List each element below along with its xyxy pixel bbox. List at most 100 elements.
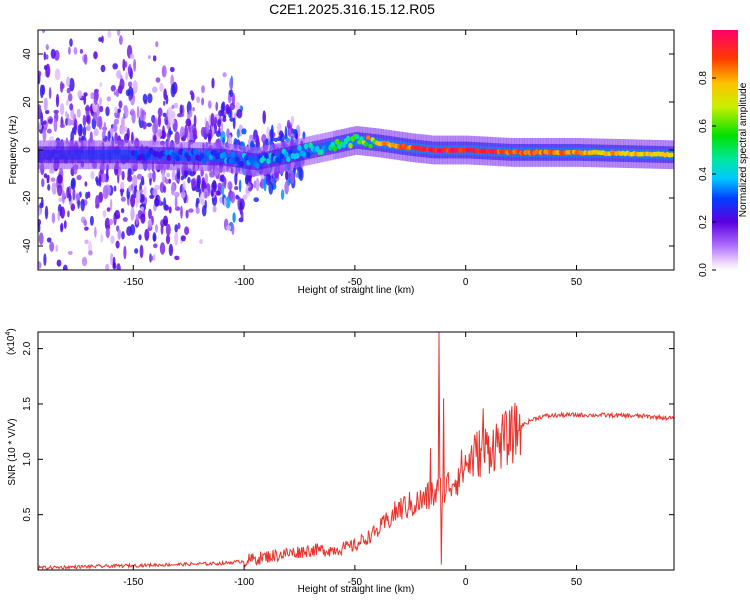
- spectrogram-cell: [96, 150, 100, 160]
- spectrogram-ridge-cell: [266, 158, 271, 165]
- snr-multiplier: (x104): [5, 328, 17, 355]
- spectrogram-cell: [229, 102, 236, 111]
- spectrogram-cell: [183, 134, 186, 139]
- spectrogram-cell: [165, 179, 169, 184]
- spectrogram-cell: [188, 208, 194, 213]
- spectrogram-cell: [127, 81, 133, 88]
- spectrogram-cell: [189, 90, 194, 96]
- spectrogram-cell: [181, 151, 185, 161]
- spectrogram-cell: [125, 71, 128, 81]
- spectrogram-cell: [290, 170, 295, 184]
- spectrogram-cell: [128, 94, 132, 102]
- spectrogram-cell: [201, 85, 205, 94]
- spectrogram-cell: [232, 153, 236, 164]
- colorbar: 0.0 0.2 0.4 0.6 0.8 Normalized spectral ampl…: [698, 30, 749, 277]
- spectrogram-cell: [241, 128, 247, 135]
- spectrogram-cell: [51, 182, 57, 195]
- x-tick-label: 50: [571, 577, 583, 588]
- spectrogram-cell: [180, 191, 186, 199]
- spectrogram-cell: [319, 143, 323, 153]
- spectrogram-cell: [116, 30, 121, 37]
- spectrogram-cell: [201, 97, 205, 106]
- spectrogram-cell: [58, 197, 63, 202]
- spectrogram-cell: [149, 194, 155, 199]
- spectrogram-ridge-cell: [175, 155, 180, 162]
- spectrogram-cell: [174, 224, 178, 233]
- spectrogram-ridge-cell: [363, 141, 369, 147]
- spectrogram-cell: [229, 89, 233, 98]
- spectrogram-cell: [90, 92, 95, 100]
- spectrogram-cell: [189, 151, 193, 162]
- spectrogram-cell: [199, 239, 203, 245]
- spectrogram-cell: [99, 97, 102, 106]
- colorbar-tick-label: 0.2: [698, 215, 709, 229]
- spectrogram-cell: [195, 206, 200, 214]
- spectrogram-cell: [166, 172, 171, 178]
- x-tick-label: 50: [571, 277, 583, 288]
- spectrogram-cell: [303, 146, 307, 157]
- spectrogram-ridge-cell: [146, 151, 151, 158]
- spectrogram-cell: [76, 108, 81, 118]
- spectrogram-cell: [84, 239, 89, 245]
- spectrogram-cell: [110, 252, 114, 266]
- spectrogram-cell: [112, 63, 118, 70]
- spectrogram-cell: [54, 68, 61, 81]
- spectrogram-cell: [62, 264, 68, 270]
- spectrogram-cell: [41, 84, 46, 96]
- spectrogram-cell: [38, 206, 41, 217]
- spectrogram-cell: [232, 117, 236, 130]
- spectrogram-cell: [72, 150, 76, 160]
- spectrogram-ridge-cell: [301, 151, 307, 158]
- spectrogram-ridge-cell: [286, 156, 291, 163]
- spectrogram-ridge-cell: [297, 144, 302, 151]
- spectrogram-cell: [70, 119, 75, 126]
- colorbar-label: Normalized spectral amplitude: [738, 82, 749, 217]
- spectrogram-cell: [87, 124, 91, 132]
- spectrogram-cell: [212, 205, 217, 213]
- spectrogram-cell: [132, 80, 138, 95]
- spectrogram-cell: [67, 250, 73, 255]
- spectrogram-cell: [154, 197, 160, 207]
- spectrogram-cell: [107, 130, 111, 142]
- y-tick-label: 1.5: [22, 397, 33, 411]
- spectrogram-cell: [139, 193, 145, 203]
- spectrogram-cell: [280, 189, 285, 201]
- spectrogram-cell: [205, 152, 209, 162]
- spectrogram-cell: [165, 234, 171, 245]
- spectrogram-cell: [100, 234, 103, 243]
- spectrogram-cell: [89, 215, 94, 226]
- spectrogram-cell: [112, 122, 118, 133]
- spectrogram-cell: [77, 90, 83, 99]
- spectrogram-x-label: Height of straight line (km): [298, 285, 415, 296]
- x-tick-label: -100: [234, 577, 254, 588]
- spectrogram-cell: [138, 234, 142, 241]
- spectrogram-cell: [180, 205, 183, 219]
- colorbar-tick-label: 0.8: [698, 71, 709, 85]
- spectrogram-ridge-cell: [359, 136, 364, 142]
- spectrogram-cell: [70, 179, 75, 190]
- spectrogram-ridge-cell: [164, 149, 169, 156]
- spectrogram-cell: [95, 176, 99, 183]
- spectrogram-cell: [265, 173, 271, 186]
- spectrogram-cell: [73, 118, 78, 131]
- spectrogram-cell: [119, 125, 126, 135]
- spectrogram-cell: [117, 108, 121, 113]
- snr-x-ticks: -150 -100 -50 0 50: [123, 332, 582, 588]
- x-tick-label: 0: [463, 577, 469, 588]
- spectrogram-cell: [42, 120, 47, 125]
- spectrogram-cell: [221, 101, 226, 113]
- spectrogram-ridge-cell: [277, 157, 282, 164]
- spectrogram-cell: [244, 175, 249, 185]
- spectrogram-cell: [120, 150, 124, 160]
- spectrogram-cell: [136, 105, 140, 119]
- spectrogram-cell: [277, 122, 282, 131]
- spectrogram-cell: [132, 174, 138, 187]
- spectrogram-cell: [200, 126, 206, 137]
- spectrogram-cell: [165, 150, 169, 161]
- spectrogram-cell: [165, 94, 169, 105]
- spectrogram-cell: [50, 177, 56, 182]
- spectrogram-cell: [234, 186, 239, 191]
- spectrogram-ridge-cell: [306, 152, 311, 158]
- spectrogram-cell: [170, 183, 175, 196]
- spectrogram-cell: [208, 100, 212, 109]
